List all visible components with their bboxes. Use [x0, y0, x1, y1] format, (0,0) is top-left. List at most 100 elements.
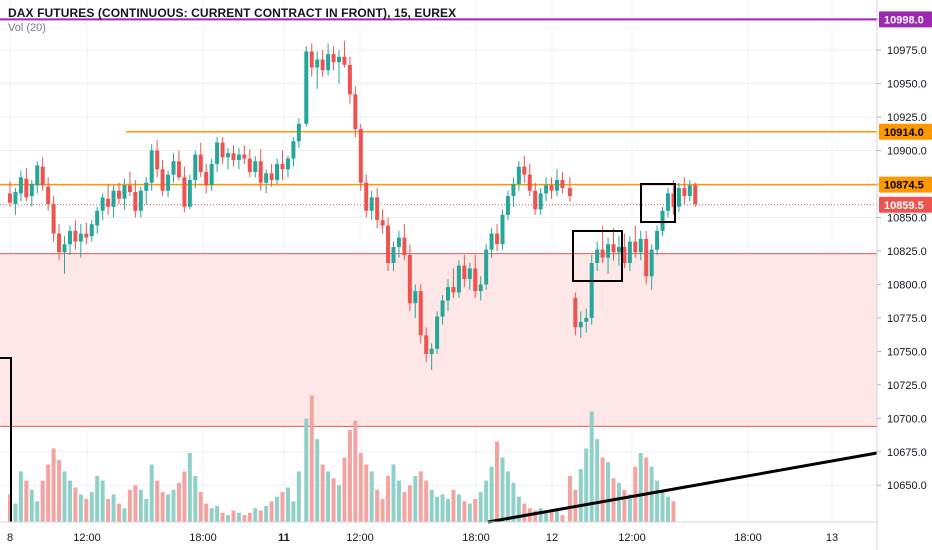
candle-body [315, 59, 320, 68]
volume-bar [666, 496, 670, 522]
candles [8, 40, 698, 371]
y-tick-label: 10850.0 [887, 212, 927, 224]
x-tick-label: 18:00 [462, 532, 490, 544]
volume-bar [106, 499, 111, 522]
candle-body [391, 246, 396, 263]
candle-body [622, 246, 627, 263]
volume-bar [247, 512, 252, 522]
volume-bar [644, 457, 649, 522]
candle-body [89, 224, 94, 237]
volume-bar [209, 508, 214, 522]
volume-bars [8, 395, 676, 522]
price-tag-bg [879, 11, 932, 28]
candle-body [671, 193, 676, 207]
y-tick-label: 10975.0 [887, 45, 927, 57]
volume-bar [193, 476, 198, 522]
volume-bar [584, 448, 589, 522]
candle-body [231, 153, 236, 160]
volume-bar [182, 471, 187, 522]
volume-bar [424, 480, 429, 522]
candle-body [375, 197, 380, 221]
x-tick-label: 12:00 [73, 532, 101, 544]
candle-body [446, 287, 450, 301]
volume-bar [456, 494, 461, 522]
volume-bar [95, 476, 100, 522]
candle-body [291, 141, 296, 159]
candle-body [467, 268, 472, 280]
candle-body [122, 185, 127, 199]
volume-bar [89, 492, 94, 522]
candle-body [407, 254, 412, 304]
volume-bar [215, 505, 220, 522]
volume-bar [549, 510, 554, 522]
candle-body [62, 244, 67, 253]
candle-body [264, 173, 269, 183]
candle-body [606, 244, 611, 258]
volume-bar [347, 430, 352, 522]
candle-body [418, 291, 423, 336]
candle-body [171, 161, 176, 175]
candle-body [660, 210, 665, 231]
candle-body [84, 233, 89, 238]
candle-body [687, 185, 692, 197]
candle-body [440, 300, 445, 317]
candle-body [342, 56, 347, 65]
candle-body [413, 291, 418, 304]
candle-body [424, 335, 429, 355]
candle-body [549, 185, 554, 191]
volume-bar [117, 503, 121, 522]
left-box-drawing [0, 357, 12, 522]
candle-body [649, 249, 654, 277]
horizontal-lines[interactable] [0, 18, 877, 206]
volume-bar [144, 499, 149, 522]
candle-body [511, 184, 516, 197]
volume-bar [435, 496, 440, 522]
volume-bar [369, 471, 374, 522]
candle-body [380, 220, 385, 226]
candle-body [198, 154, 203, 172]
volume-bar [505, 471, 510, 522]
candle-body [589, 263, 594, 318]
price-tag-bg [879, 196, 932, 213]
y-tick-label: 10675.0 [887, 447, 927, 459]
candle-body [573, 297, 578, 328]
x-tick-label: 18:00 [189, 532, 217, 544]
volume-bar [380, 499, 385, 522]
candle-body [386, 225, 391, 263]
candle-body [495, 233, 500, 245]
volume-bar [100, 480, 105, 522]
volume-bar [198, 492, 203, 522]
volume-bar [560, 515, 565, 522]
candle-body [13, 192, 18, 205]
volume-bar [46, 464, 51, 522]
candle-body [209, 163, 214, 186]
candle-body [478, 284, 483, 292]
candle-body [18, 177, 23, 194]
volume-bar [29, 489, 34, 522]
candle-body [538, 193, 543, 210]
volume-bar [511, 482, 516, 522]
candle-body [155, 150, 160, 170]
x-tick-label: 12 [546, 532, 558, 544]
y-tick-label: 10950.0 [887, 79, 927, 91]
candle-body [320, 59, 325, 71]
volume-bar [418, 471, 423, 522]
candle-body [95, 210, 100, 226]
volume-bar [24, 480, 29, 522]
volume-bar [337, 485, 341, 522]
candle-body [193, 154, 198, 180]
volume-bar [309, 395, 314, 522]
candle-body [611, 244, 616, 253]
price-tag-label: 10998.0 [884, 14, 924, 26]
candle-body [616, 246, 621, 253]
candle-body [451, 287, 456, 293]
x-tick-label: 18:00 [734, 532, 762, 544]
volume-bar [627, 494, 632, 522]
candle-body [215, 142, 220, 164]
volume-bar [555, 508, 559, 522]
volume-bar [396, 480, 401, 522]
drawings[interactable] [0, 183, 878, 524]
volume-bar [296, 471, 301, 522]
candle-body [304, 51, 309, 124]
